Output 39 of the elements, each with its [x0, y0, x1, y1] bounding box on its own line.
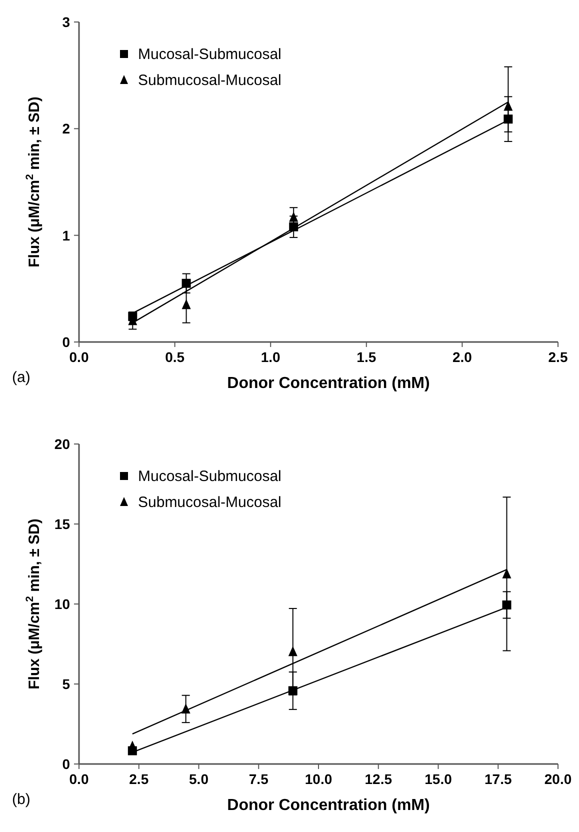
x-tick-label: 10.0 [304, 771, 332, 787]
y-tick-label: 15 [54, 516, 70, 532]
y-tick-label: 20 [54, 436, 70, 452]
y-tick-label: 0 [62, 756, 70, 772]
point [182, 299, 191, 310]
point [288, 646, 298, 656]
y-tick-label: 3 [62, 14, 70, 30]
legend-label: Submucosal-Mucosal [138, 494, 282, 511]
x-tick-label: 15.0 [424, 771, 452, 787]
x-tick-label: 17.5 [484, 771, 512, 787]
text: (a) [12, 369, 30, 386]
x-tick-label: 0.0 [69, 771, 89, 787]
x-tick-label: 2.0 [452, 349, 472, 365]
legend-label: Mucosal-Submucosal [138, 46, 282, 63]
x-axis-title: Donor Concentration (mM) [227, 375, 430, 392]
point [504, 114, 513, 124]
x-tick-label: 12.5 [364, 771, 392, 787]
x-tick-label: 0.0 [69, 349, 89, 365]
x-tick-label: 7.5 [248, 771, 269, 787]
y-tick-label: 0 [62, 334, 70, 350]
y-tick-label: 5 [62, 676, 70, 692]
y-tick-label: 1 [62, 227, 70, 244]
y-tick-label: 2 [62, 120, 70, 137]
x-tick-label: 0.5 [165, 349, 185, 365]
y-tick-label: 10 [54, 596, 70, 612]
point [502, 600, 512, 610]
legend-label: Submucosal-Mucosal [138, 72, 282, 89]
legend-label: Mucosal-Submucosal [138, 468, 282, 485]
x-tick-label: 2.5 [548, 349, 568, 365]
x-tick-label: 1.5 [356, 349, 376, 365]
x-tick-label: 20.0 [544, 771, 572, 787]
x-tick-label: 1.0 [260, 349, 281, 365]
x-axis-title: Donor Concentration (mM) [227, 797, 430, 814]
point [502, 568, 512, 578]
point [289, 212, 298, 222]
text: (b) [12, 791, 30, 808]
x-tick-label: 5.0 [189, 771, 209, 787]
point [504, 100, 513, 111]
x-tick-label: 2.5 [129, 771, 149, 787]
